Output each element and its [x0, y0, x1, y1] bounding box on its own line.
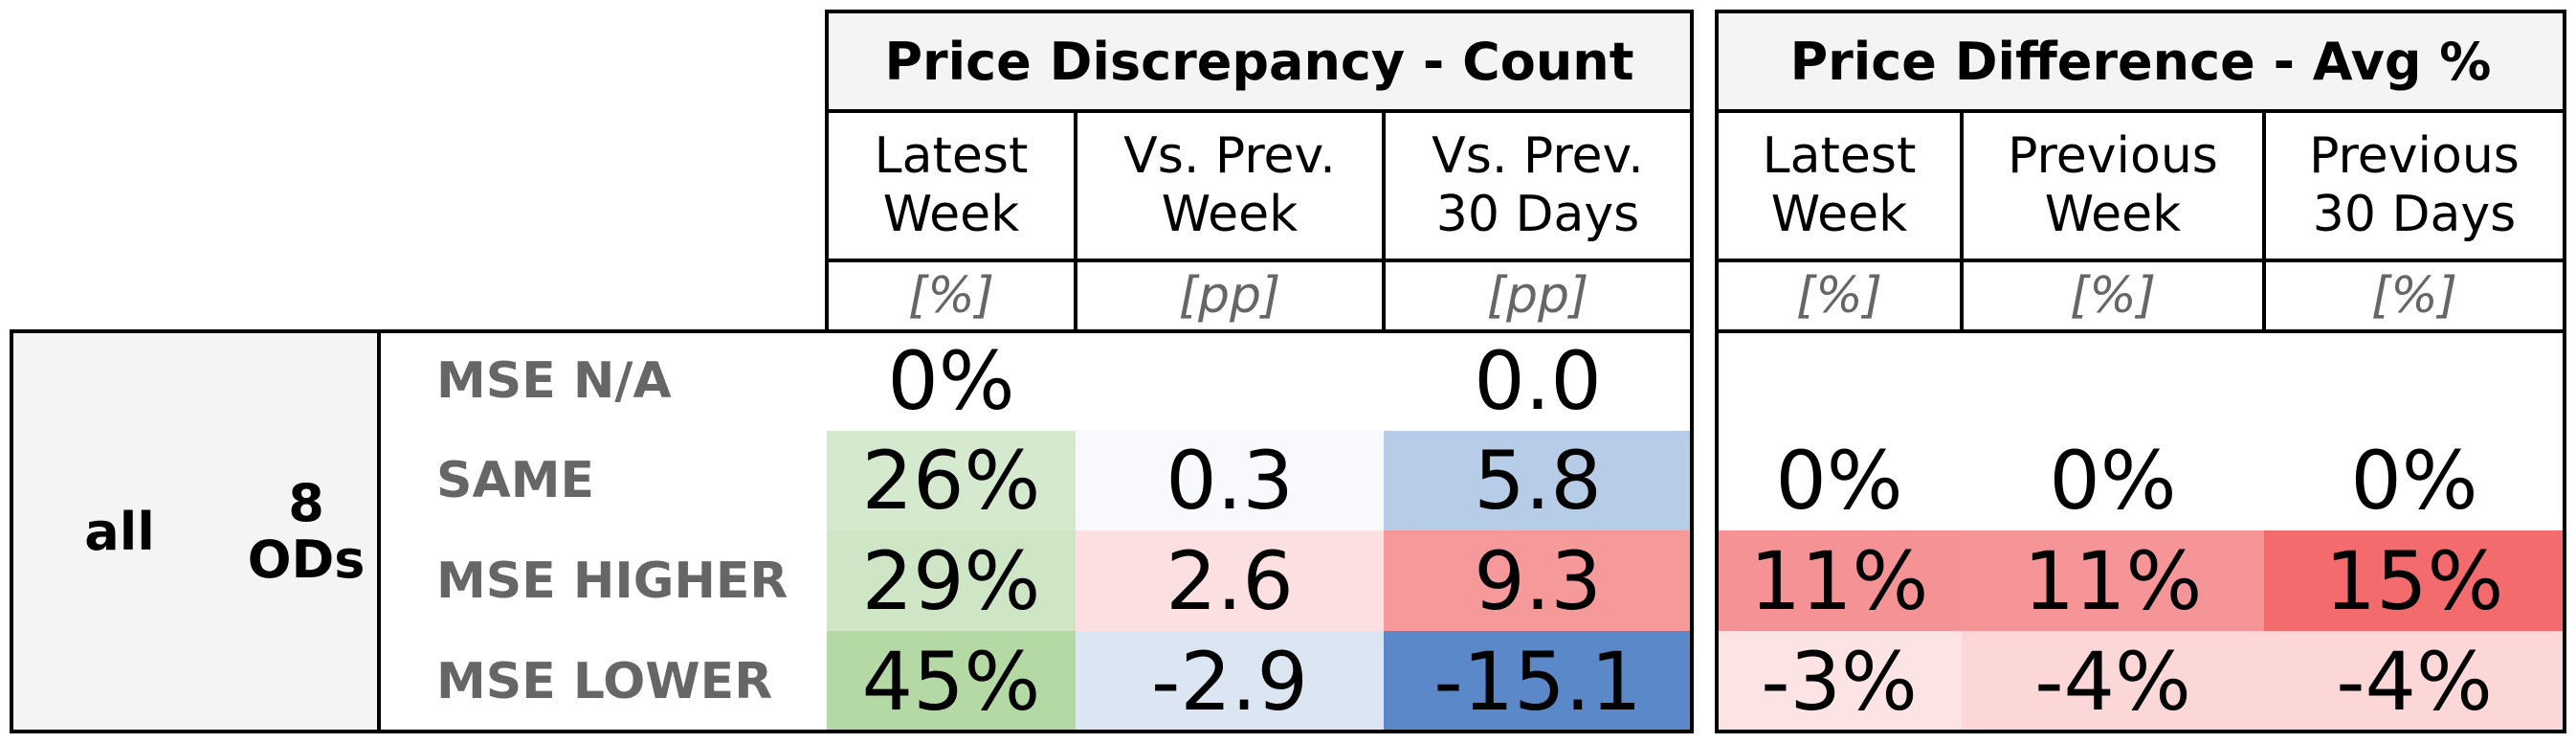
group-b-col3-unit: [%]	[2371, 267, 2457, 325]
segment-scope: all	[84, 501, 155, 562]
cell-a-r3-c0: 45%	[827, 631, 1076, 732]
cell-a-r0-c0: 0%	[827, 331, 1076, 431]
cell-a-r1-c1: 0.3	[1076, 431, 1384, 530]
cell-b-r3-c0: -3%	[1717, 631, 1962, 732]
cell-b-r2-c0: 11%	[1717, 530, 1962, 631]
group-b-col2-header: Previous Week	[1962, 111, 2264, 260]
group-a-col1-label-1: Latest	[874, 127, 1029, 186]
cell-b-r2-c2: 15%	[2264, 530, 2565, 631]
cell-a-r0-c2: 0.0	[1384, 331, 1692, 431]
group-a-col3-label-1: Vs. Prev.	[1432, 127, 1644, 186]
cell-b-r2-c1: 11%	[1962, 530, 2264, 631]
cell-a-r0-c1	[1076, 331, 1384, 431]
group-a-col2-label-2: Week	[1161, 186, 1299, 243]
cell-b-r3-c1: -4%	[1962, 631, 2264, 732]
cell-a-r1-c0: 26%	[827, 431, 1076, 530]
group-a-col3-unit: [pp]	[1486, 267, 1589, 325]
group-a-col2-label-1: Vs. Prev.	[1123, 127, 1336, 186]
segment-count: 8 ODs	[230, 460, 383, 603]
group-a-title: Price Discrepancy - Count	[827, 11, 1692, 111]
segment-count-number: 8	[288, 472, 324, 533]
segment-panel	[11, 331, 379, 732]
group-a-col1-unit: [%]	[908, 267, 994, 325]
cell-a-r2-c2: 9.3	[1384, 530, 1692, 631]
cell-b-r0-c2	[2264, 331, 2565, 431]
cell-b-r0-c1	[1962, 331, 2264, 431]
group-b-col3-header: Previous 30 Days	[2264, 111, 2565, 260]
cell-a-r2-c1: 2.6	[1076, 530, 1384, 631]
cell-b-r1-c2: 0%	[2264, 431, 2565, 530]
row-label-same: SAME	[436, 452, 594, 509]
group-a-col2-header: Vs. Prev. Week	[1076, 111, 1384, 260]
cell-b-r0-c0	[1717, 331, 1962, 431]
segment-count-unit: ODs	[247, 529, 366, 590]
row-label-mse-na: MSE N/A	[436, 352, 672, 410]
row-label-mse-lower: MSE LOWER	[436, 652, 773, 710]
group-b-col2-label-1: Previous	[2008, 127, 2218, 186]
group-a-col1-label-2: Week	[882, 186, 1020, 243]
cell-a-r3-c1: -2.9	[1076, 631, 1384, 732]
cell-b-r1-c1: 0%	[1962, 431, 2264, 530]
group-a-col3-header: Vs. Prev. 30 Days	[1384, 111, 1692, 260]
group-b-col1-label-2: Week	[1770, 186, 1908, 243]
group-b-col2-label-2: Week	[2044, 186, 2182, 243]
group-b-col3-label-1: Previous	[2309, 127, 2520, 186]
group-a-col1-header: Latest Week	[827, 111, 1076, 260]
group-b-col1-label-1: Latest	[1762, 127, 1917, 186]
group-a-col3-label-2: 30 Days	[1435, 186, 1640, 243]
cell-b-r1-c0: 0%	[1717, 431, 1962, 530]
row-label-mse-higher: MSE HIGHER	[436, 552, 788, 610]
group-b-col3-label-2: 30 Days	[2312, 186, 2517, 243]
group-b-col1-header: Latest Week	[1717, 111, 1962, 260]
cell-a-r2-c0: 29%	[827, 530, 1076, 631]
group-a-col2-unit: [pp]	[1178, 267, 1281, 325]
group-b-col2-unit: [%]	[2070, 267, 2156, 325]
cell-b-r3-c2: -4%	[2264, 631, 2565, 732]
cell-a-r1-c2: 5.8	[1384, 431, 1692, 530]
group-b-title: Price Difference - Avg %	[1717, 11, 2565, 111]
cell-a-r3-c2: -15.1	[1384, 631, 1692, 732]
group-b-col1-unit: [%]	[1796, 267, 1882, 325]
